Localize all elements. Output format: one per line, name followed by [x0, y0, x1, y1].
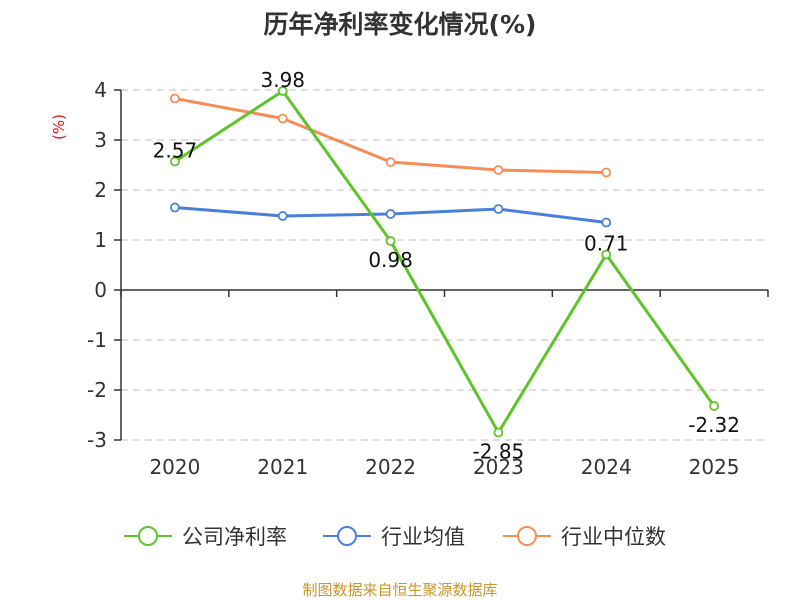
data-point[interactable] [601, 167, 612, 178]
data-point[interactable] [277, 113, 288, 124]
y-tick-label: 4 [94, 78, 107, 102]
y-tick-label: -1 [87, 328, 107, 352]
y-axis-unit-label: (%) [50, 114, 68, 140]
legend[interactable]: 公司净利率 行业均值 行业中位数 [124, 525, 666, 549]
data-point[interactable] [601, 249, 612, 260]
data-label: -2.32 [688, 413, 740, 437]
x-tick-label: 2024 [581, 455, 632, 479]
data-point[interactable] [170, 156, 180, 167]
data-label: -2.85 [473, 440, 525, 464]
data-label: 3.98 [260, 68, 305, 92]
data-point[interactable] [385, 209, 396, 219]
y-tick-label: -2 [87, 378, 107, 402]
legend-marker-icon [337, 526, 357, 546]
data-labels: 2.57 3.98 0.98 -2.85 0.71 -2.32 [153, 68, 740, 464]
legend-label: 公司净利率 [182, 525, 287, 549]
y-tick-label: -3 [87, 428, 107, 452]
series-1 [170, 202, 612, 228]
data-point[interactable] [385, 157, 396, 167]
data-point[interactable] [277, 86, 288, 96]
data-point[interactable] [493, 427, 504, 438]
x-tick-label: 2021 [257, 455, 308, 479]
data-point[interactable] [493, 204, 504, 214]
legend-label: 行业均值 [381, 525, 465, 549]
data-point[interactable] [170, 202, 180, 213]
x-tick-label: 2025 [689, 455, 740, 479]
series-group [170, 86, 719, 438]
source-caption: 制图数据来自恒生聚源数据库 [302, 581, 497, 599]
data-label: 0.71 [584, 232, 629, 256]
data-label: 2.57 [153, 139, 198, 163]
legend-item-1[interactable]: 行业均值 [323, 525, 465, 549]
legend-item-0[interactable]: 公司净利率 [124, 525, 287, 549]
data-point[interactable] [709, 401, 719, 411]
series-line [173, 89, 716, 434]
data-point[interactable] [493, 165, 504, 175]
data-point[interactable] [601, 217, 612, 228]
legend-marker-icon [517, 526, 537, 546]
data-label: 0.98 [368, 248, 413, 272]
data-point[interactable] [277, 211, 288, 221]
legend-item-2[interactable]: 行业中位数 [503, 525, 666, 549]
y-tick-label: 3 [94, 128, 107, 152]
y-tick-label: 2 [94, 178, 107, 202]
chart-title: 历年净利率变化情况(%) [264, 10, 537, 39]
data-point[interactable] [170, 93, 180, 104]
x-tick-label: 2020 [149, 455, 200, 479]
legend-label: 行业中位数 [561, 525, 666, 549]
axes: 4 3 2 1 0 -1 -2 -3 2020 2021 2022 2023 2024 2025 [87, 78, 769, 479]
y-tick-label: 1 [94, 228, 107, 252]
x-tick-label: 2022 [365, 455, 416, 479]
series-0 [170, 86, 719, 438]
y-tick-label: 0 [94, 278, 107, 302]
gridlines [121, 89, 768, 441]
series-2 [170, 93, 612, 178]
data-point[interactable] [385, 236, 396, 246]
x-tick-label: 2023 [473, 455, 524, 479]
legend-marker-icon [138, 526, 158, 546]
